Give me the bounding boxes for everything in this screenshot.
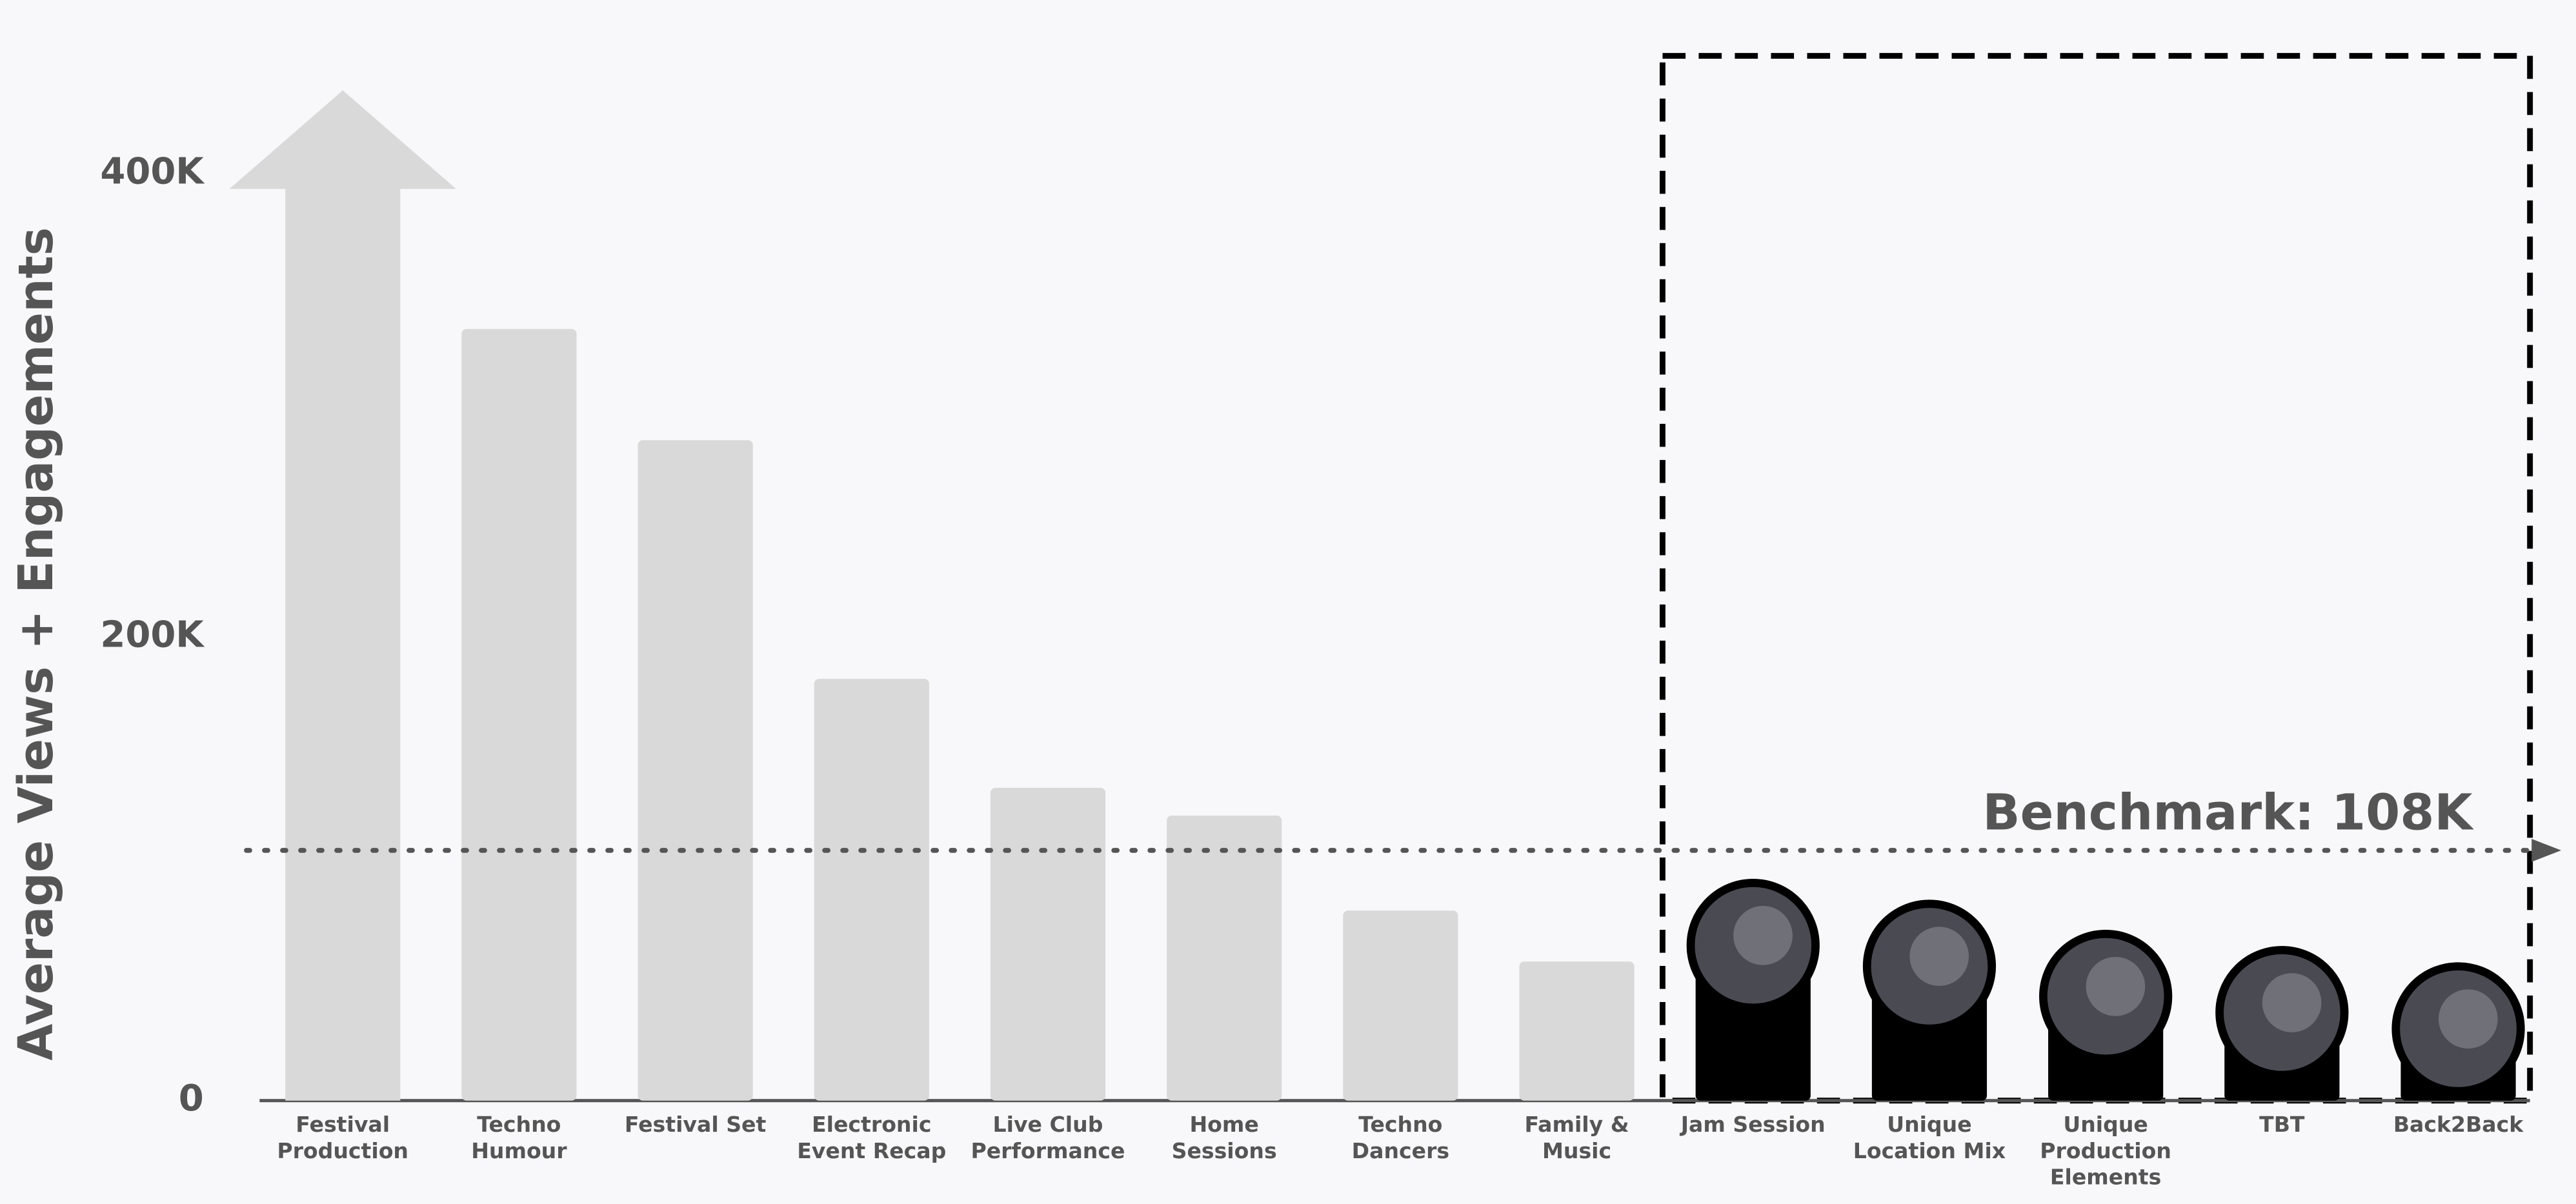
x-tick-label: Festival Set: [624, 1114, 767, 1139]
y-axis-title: Average Views + Engagements: [8, 227, 64, 1061]
x-tick-label: Techno Humour: [471, 1114, 567, 1165]
x-tick-label: Electronic Event Recap: [797, 1114, 947, 1165]
thumbnail-highlight: [2086, 957, 2146, 1016]
x-tick-label: Unique Production Elements: [2040, 1114, 2171, 1191]
y-tick-label: 200K: [100, 614, 205, 656]
x-tick-label: Festival Production: [277, 1114, 409, 1165]
x-tick-label: Home Sessions: [1171, 1114, 1277, 1165]
benchmark-label: Benchmark: 108K: [1982, 784, 2474, 841]
x-tick-label: Back2Back: [2393, 1114, 2524, 1139]
x-tick-label: Unique Location Mix: [1853, 1114, 2006, 1165]
thumbnail-highlight: [1733, 906, 1793, 965]
y-tick-label: 400K: [100, 150, 205, 192]
bar-arrow: [229, 90, 456, 1101]
bar: [638, 440, 753, 1101]
x-tick-label: Family & Music: [1524, 1114, 1629, 1165]
bar: [461, 328, 577, 1101]
x-tick-label: Jam Session: [1680, 1114, 1826, 1139]
bar: [1519, 961, 1635, 1101]
bar: [1167, 816, 1282, 1101]
thumbnail-highlight: [1909, 927, 1969, 987]
benchmark-arrow: [2531, 839, 2562, 862]
x-tick-label: TBT: [2259, 1114, 2305, 1139]
bar: [1343, 910, 1458, 1101]
x-tick-label: Techno Dancers: [1351, 1114, 1450, 1165]
bar: [814, 679, 929, 1101]
y-tick-label: 0: [179, 1078, 204, 1119]
x-tick-label: Live Club Performance: [971, 1114, 1125, 1165]
thumbnail-highlight: [2262, 973, 2322, 1032]
highlight-box: [1659, 53, 2533, 1104]
bar: [990, 787, 1106, 1101]
thumbnail-highlight: [2438, 989, 2498, 1048]
